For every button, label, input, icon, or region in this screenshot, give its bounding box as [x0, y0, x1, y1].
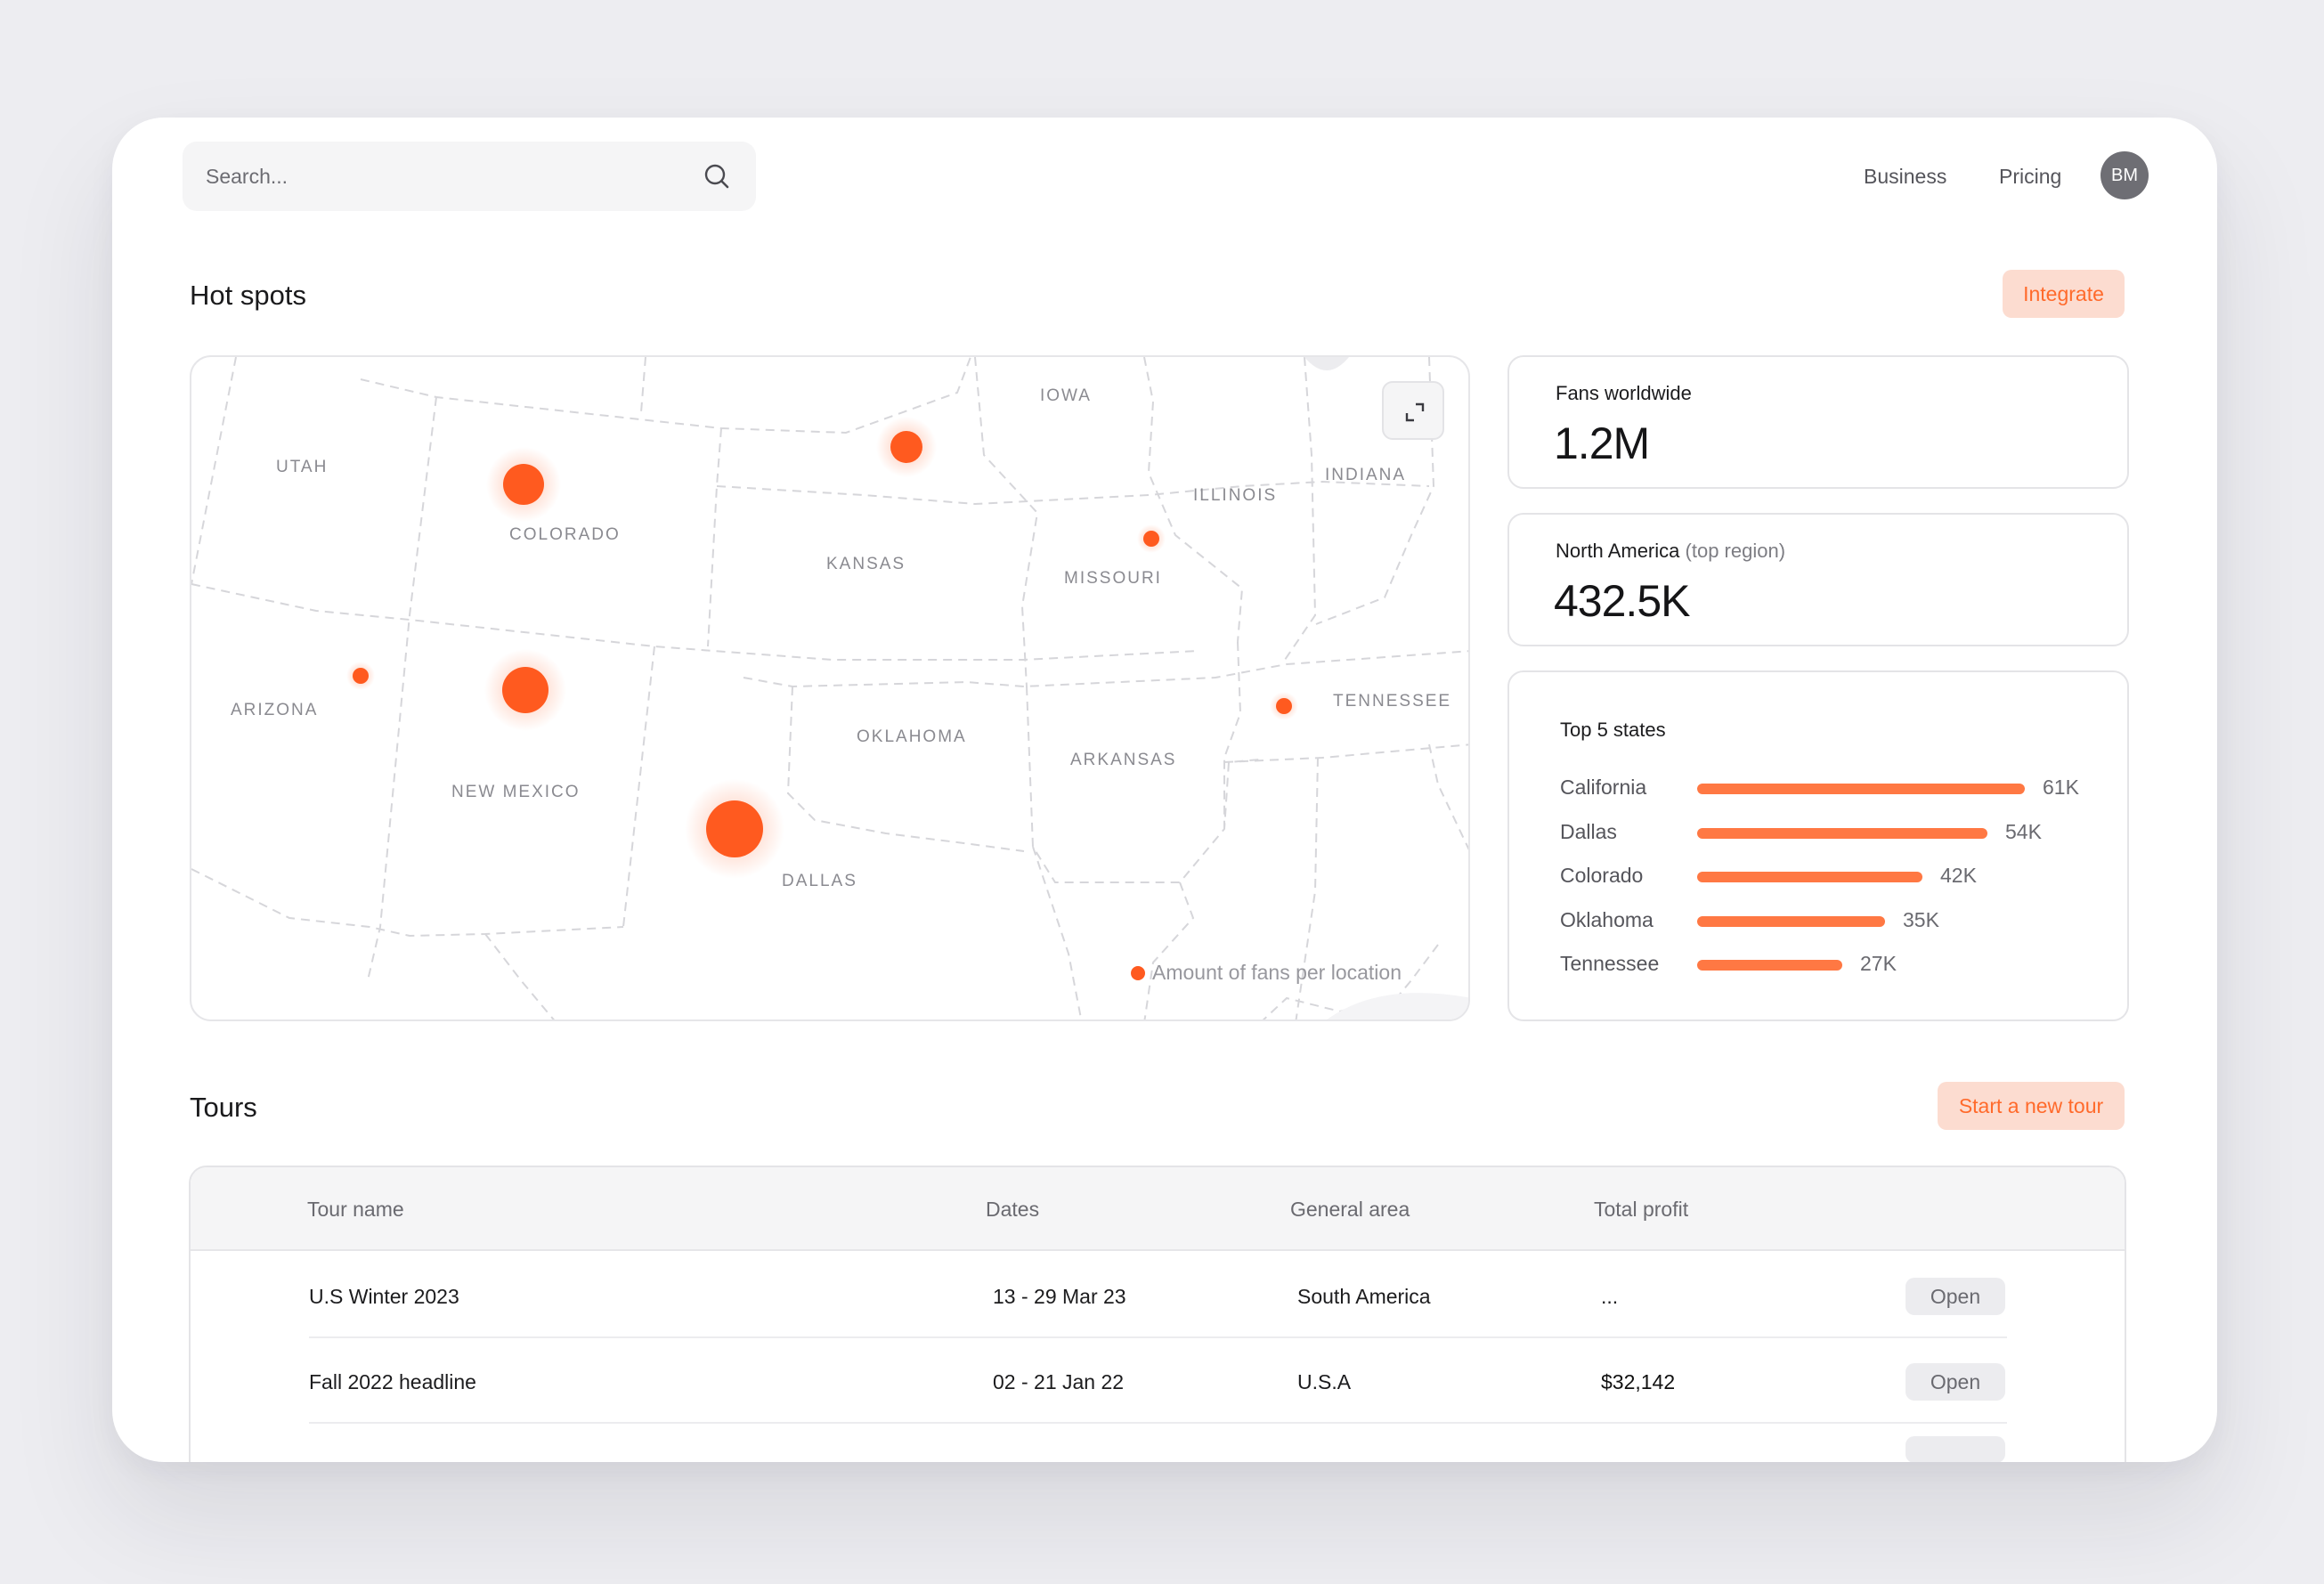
state-bar-value: 27K: [1860, 952, 1897, 975]
state-bar-value: 54K: [2005, 819, 2042, 843]
area-cell: U.S.A: [1297, 1370, 1352, 1393]
legend-dot-icon: [1131, 965, 1145, 980]
dates-cell: 13 - 29 Mar 23: [993, 1285, 1126, 1308]
open-tour-button[interactable]: Open: [1906, 1363, 2005, 1401]
state-bar: [1697, 872, 1922, 882]
state-bar-value: 61K: [2043, 776, 2079, 799]
tour-name-cell: U.S Winter 2023: [309, 1285, 459, 1308]
table-row[interactable]: U.S Winter 2023 13 - 29 Mar 23 South Ame…: [191, 1253, 2125, 1338]
state-bar: [1697, 960, 1842, 971]
nav-pricing[interactable]: Pricing: [1999, 165, 2062, 188]
avatar[interactable]: BM: [2101, 151, 2149, 199]
integrate-button[interactable]: Integrate: [2003, 270, 2125, 318]
state-label-missouri: MISSOURI: [1064, 569, 1162, 588]
state-bar-row: Colorado 42K: [1560, 858, 2112, 894]
state-bar: [1697, 915, 1885, 927]
map-legend-text: Amount of fans per location: [1152, 961, 1402, 984]
state-bar-row: Dallas 54K: [1560, 815, 2112, 850]
state-label-indiana: INDIANA: [1325, 466, 1407, 484]
hotspot-marker: [1143, 531, 1159, 547]
search-bar[interactable]: Search...: [183, 142, 756, 211]
top-region-name: North America: [1556, 540, 1680, 562]
top-states-title: Top 5 states: [1560, 719, 1666, 741]
state-label-new-mexico: NEW MEXICO: [451, 783, 581, 801]
state-bar-value: 35K: [1903, 907, 1939, 931]
hotspot-marker: [503, 464, 544, 505]
hotspot-marker: [706, 800, 763, 857]
area-cell: South America: [1297, 1285, 1431, 1308]
state-bar-label: Dallas: [1560, 819, 1617, 843]
state-borders: [191, 357, 1468, 1019]
column-header-general-area[interactable]: General area: [1290, 1198, 1410, 1221]
state-label-iowa: IOWA: [1040, 386, 1092, 405]
fans-worldwide-label: Fans worldwide: [1556, 382, 1692, 404]
hotspots-title: Hot spots: [190, 280, 306, 311]
state-bar: [1697, 827, 1987, 839]
dates-cell: 02 - 21 Jan 22: [993, 1370, 1125, 1393]
tours-title: Tours: [190, 1092, 257, 1123]
profit-cell: $32,142: [1601, 1370, 1676, 1393]
state-label-tennessee: TENNESSEE: [1333, 692, 1452, 711]
hotspot-marker: [353, 668, 369, 684]
state-bar-label: Colorado: [1560, 864, 1644, 887]
state-bar-label: California: [1560, 776, 1647, 799]
state-label-utah: UTAH: [276, 458, 329, 476]
state-label-arizona: ARIZONA: [231, 701, 319, 719]
tour-name-cell: Fall 2022 headline: [309, 1370, 476, 1393]
top-region-hint: (top region): [1685, 540, 1786, 562]
map-legend: Amount of fans per location: [1131, 961, 1402, 985]
expand-icon: [1405, 402, 1425, 422]
expand-map-button[interactable]: [1382, 381, 1444, 440]
state-bar-row: Tennessee 27K: [1560, 946, 2112, 982]
open-tour-button[interactable]: Open: [1906, 1278, 2005, 1315]
state-label-dallas: DALLAS: [782, 872, 857, 890]
search-icon[interactable]: [703, 162, 731, 191]
fans-worldwide-card: Fans worldwide 1.2M: [1507, 355, 2129, 489]
column-header-total-profit[interactable]: Total profit: [1594, 1198, 1689, 1221]
table-row-partial[interactable]: [191, 1424, 2125, 1462]
state-label-arkansas: ARKANSAS: [1070, 751, 1177, 769]
state-label-kansas: KANSAS: [826, 555, 906, 573]
state-label-oklahoma: OKLAHOMA: [857, 727, 967, 746]
top-region-label: North America (top region): [1556, 540, 1785, 563]
tours-table: Tour name Dates General area Total profi…: [189, 1166, 2126, 1462]
top-states-card: Top 5 states California 61K Dallas 54K Color…: [1507, 670, 2129, 1021]
nav-business[interactable]: Business: [1864, 165, 1947, 188]
fan-hotspots: [346, 417, 1298, 879]
start-new-tour-button[interactable]: Start a new tour: [1938, 1082, 2125, 1130]
top-region-value: 432.5K: [1554, 576, 1690, 626]
hotspot-marker: [890, 431, 922, 463]
column-header-dates[interactable]: Dates: [986, 1198, 1040, 1221]
state-bar-value: 42K: [1940, 864, 1977, 887]
state-bar-row: California 61K: [1560, 770, 2112, 806]
hotspot-marker: [1276, 698, 1292, 714]
dashboard-window: Search... Business Pricing BM Hot spots …: [112, 118, 2217, 1462]
hotspot-marker: [502, 667, 548, 713]
row-divider: [309, 1336, 2007, 1338]
row-divider: [309, 1422, 2007, 1424]
state-bar: [1697, 784, 2025, 794]
search-input[interactable]: Search...: [206, 165, 288, 188]
top-region-card: North America (top region) 432.5K: [1507, 513, 2129, 646]
state-bar-row: Oklahoma 35K: [1560, 903, 2112, 938]
state-label-colorado: COLORADO: [509, 525, 621, 544]
table-header: Tour name Dates General area Total profi…: [191, 1167, 2125, 1251]
fans-worldwide-value: 1.2M: [1554, 418, 1650, 468]
hotspots-map[interactable]: UTAH COLORADO KANSAS IOWA ILLINOIS INDIA…: [190, 355, 1470, 1021]
state-bar-label: Oklahoma: [1560, 907, 1654, 931]
table-row[interactable]: Fall 2022 headline 02 - 21 Jan 22 U.S.A …: [191, 1338, 2125, 1424]
profit-cell: ...: [1601, 1285, 1619, 1308]
state-label-illinois: ILLINOIS: [1193, 486, 1278, 505]
column-header-tour-name[interactable]: Tour name: [307, 1198, 404, 1221]
open-tour-button-partial[interactable]: [1906, 1436, 2005, 1462]
state-bar-label: Tennessee: [1560, 952, 1660, 975]
